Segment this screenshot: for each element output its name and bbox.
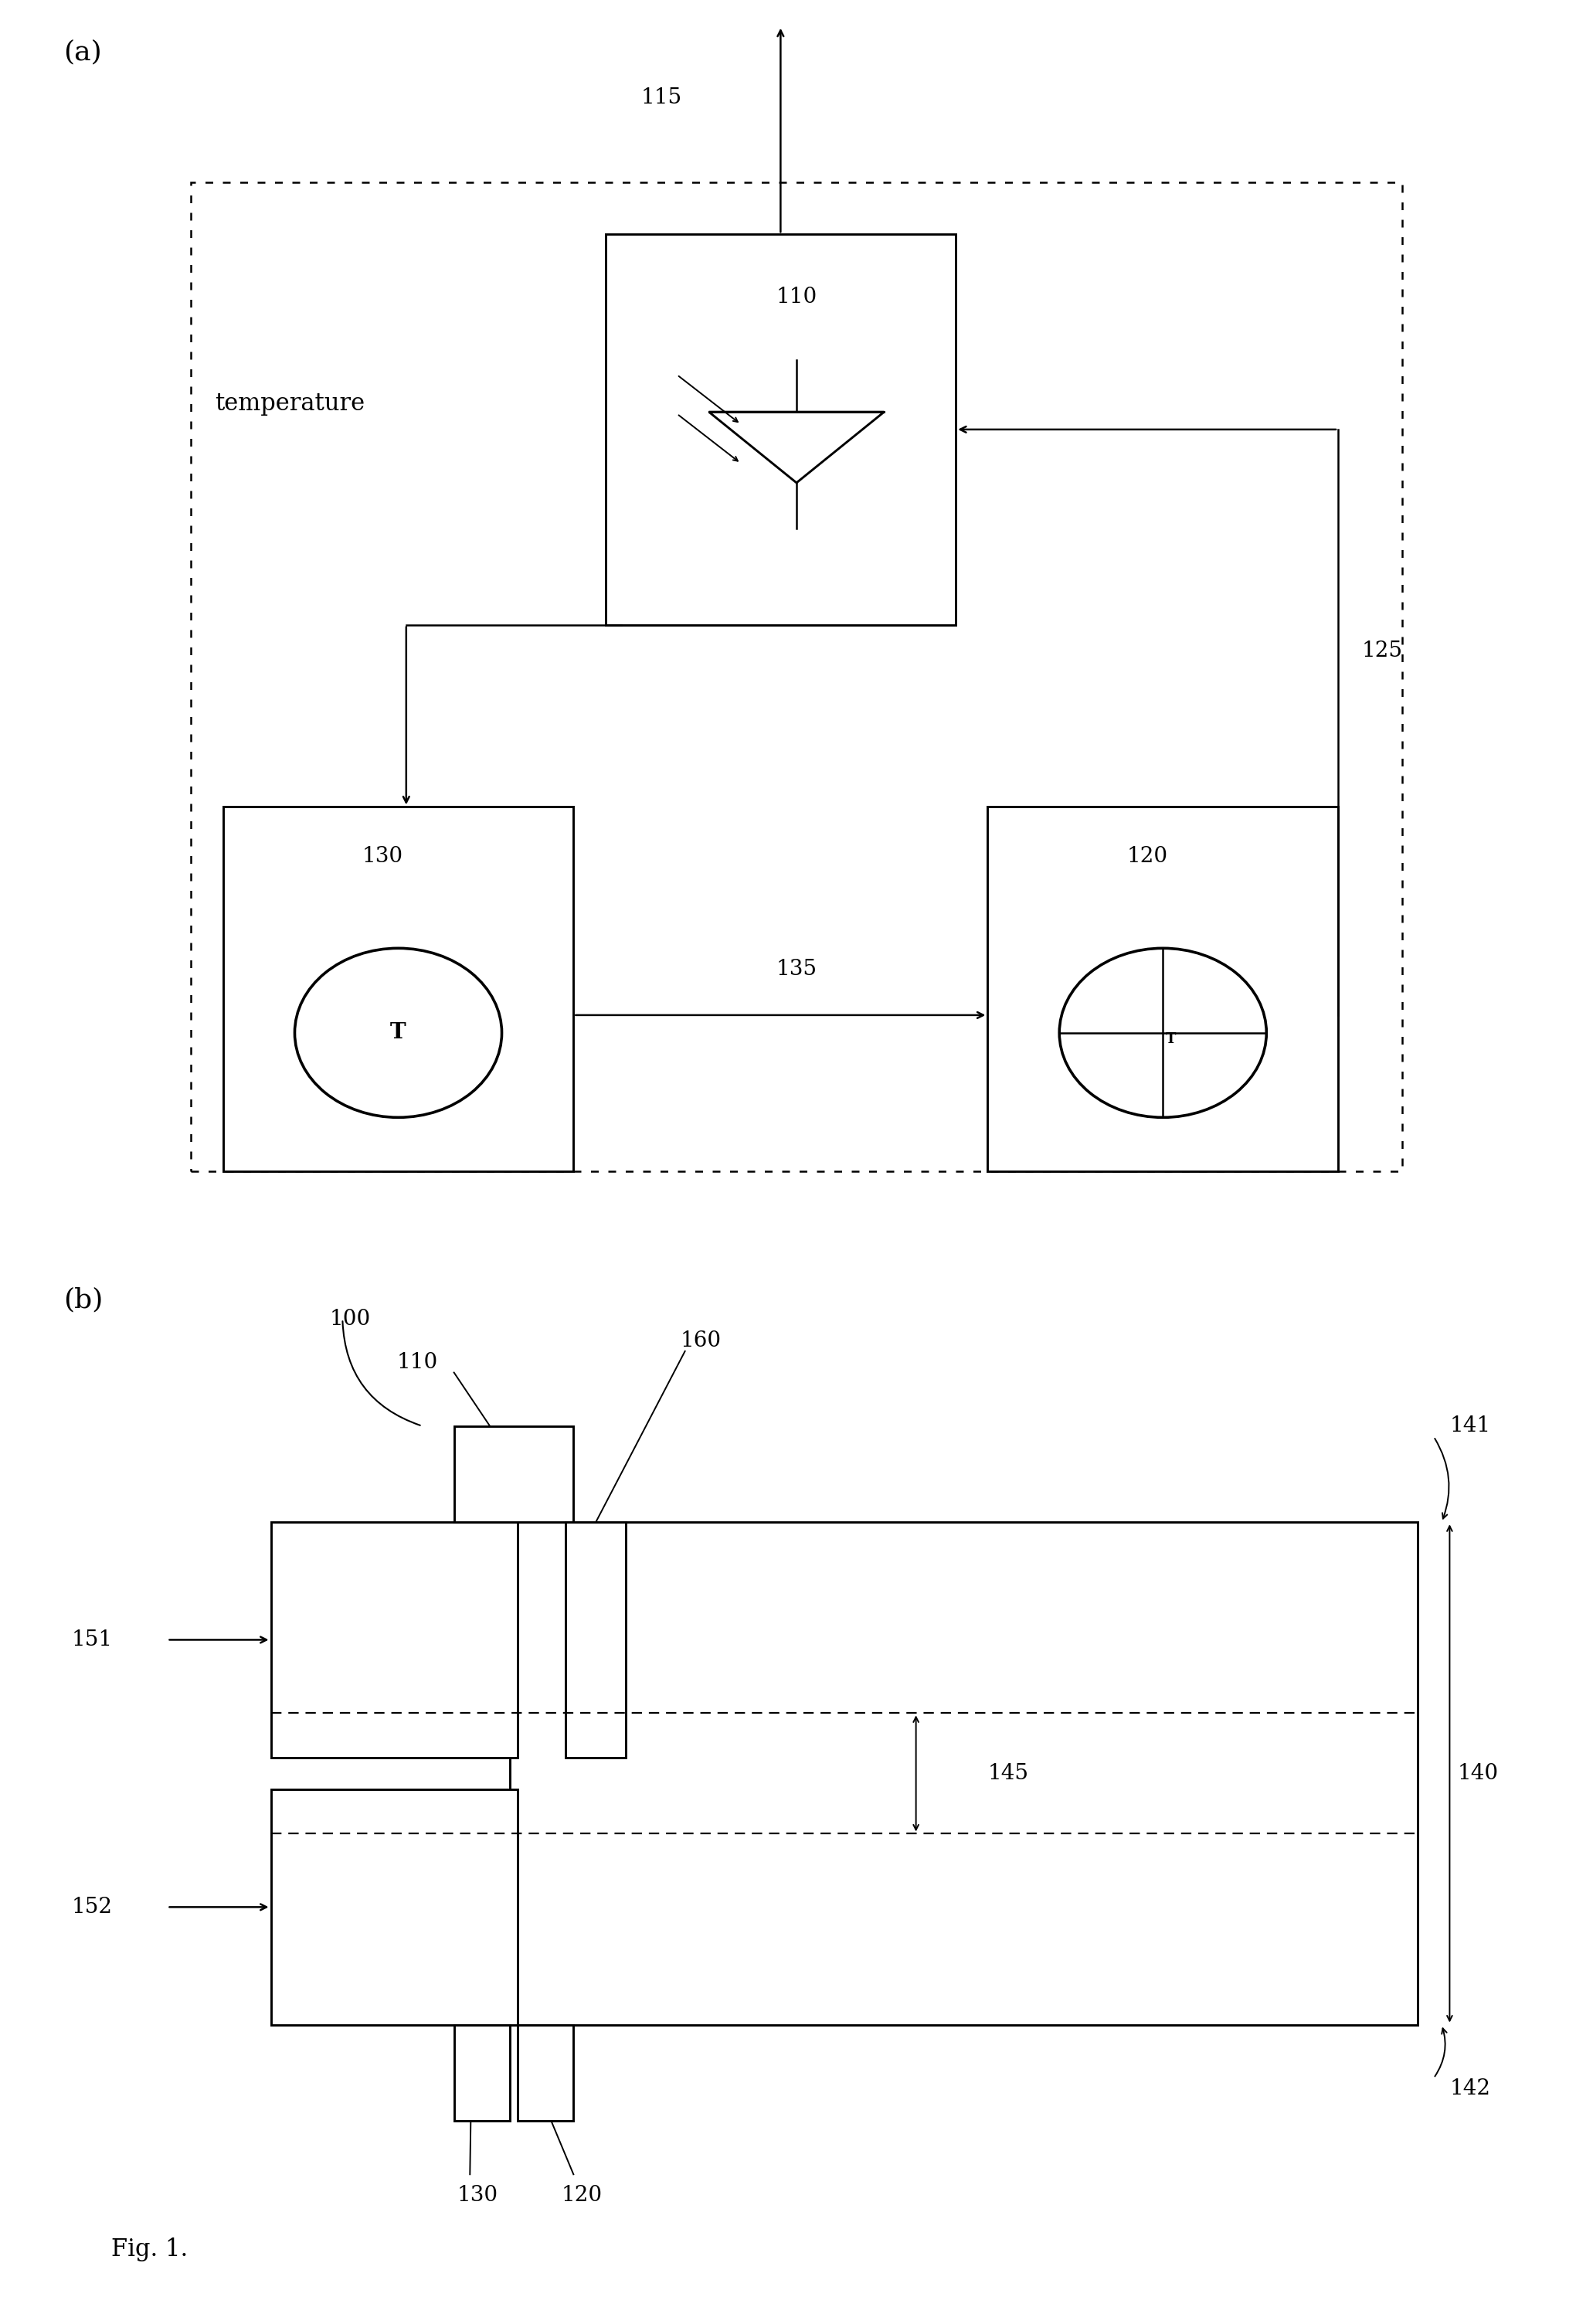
Text: 140: 140 xyxy=(1458,1764,1499,1785)
Text: temperature: temperature xyxy=(215,390,365,416)
Bar xyxy=(454,1427,573,1522)
Text: T: T xyxy=(1166,1032,1176,1046)
Text: 151: 151 xyxy=(72,1629,113,1650)
Text: 145: 145 xyxy=(988,1764,1029,1785)
Text: 125: 125 xyxy=(1362,641,1403,660)
Text: 110: 110 xyxy=(776,286,817,307)
Text: 100: 100 xyxy=(330,1308,371,1329)
Text: 120: 120 xyxy=(1126,846,1168,867)
Text: (a): (a) xyxy=(64,40,102,65)
Text: Fig. 1.: Fig. 1. xyxy=(112,2238,188,2261)
Bar xyxy=(518,2024,573,2122)
Bar xyxy=(223,806,573,1171)
Text: (b): (b) xyxy=(64,1287,104,1313)
Text: 115: 115 xyxy=(640,88,682,107)
Text: 160: 160 xyxy=(680,1329,722,1350)
Text: 130: 130 xyxy=(457,2185,499,2205)
Text: 141: 141 xyxy=(1450,1415,1491,1436)
Bar xyxy=(191,181,1402,1171)
Text: 130: 130 xyxy=(362,846,403,867)
Bar xyxy=(510,1522,1418,2024)
Text: 120: 120 xyxy=(561,2185,602,2205)
Bar xyxy=(566,1522,626,1757)
Bar xyxy=(988,806,1338,1171)
Text: 152: 152 xyxy=(72,1896,113,1917)
Bar xyxy=(271,1789,518,2024)
Text: 142: 142 xyxy=(1450,2078,1491,2099)
Bar xyxy=(605,235,956,625)
Text: 110: 110 xyxy=(397,1353,438,1373)
Bar xyxy=(454,2024,510,2122)
Text: 135: 135 xyxy=(776,960,817,981)
Bar xyxy=(271,1522,518,1757)
Text: T: T xyxy=(390,1023,406,1043)
